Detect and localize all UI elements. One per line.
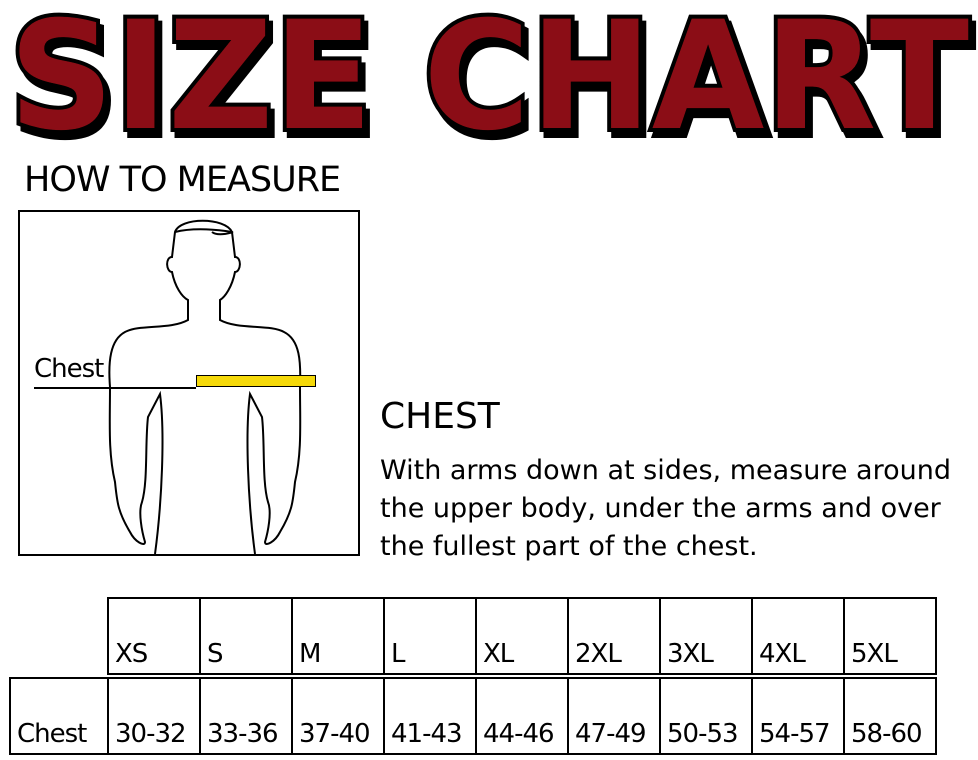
chest-value: 33-36 [199,677,293,755]
size-5xl: 5XL [843,597,937,675]
chest-value: 44-46 [475,677,569,755]
chest-label: Chest [34,354,104,384]
chest-value: 50-53 [659,677,753,755]
chest-value: 41-43 [383,677,477,755]
chest-value: 47-49 [567,677,661,755]
row-label: Chest [9,677,109,755]
measure-figure: Chest [18,210,360,556]
chest-pointer-line [34,387,196,389]
size-xl: XL [475,597,569,675]
size-chart-title: SIZE CHART [5,0,973,150]
measuring-tape [196,375,316,387]
chest-value: 30-32 [107,677,201,755]
size-s: S [199,597,293,675]
size-m: M [291,597,385,675]
chest-value: 54-57 [751,677,845,755]
chest-row: Chest 30-32 33-36 37-40 41-43 44-46 47-4… [9,677,937,755]
size-header-row: XS S M L XL 2XL 3XL 4XL 5XL [107,597,937,675]
size-4xl: 4XL [751,597,845,675]
how-to-measure-heading: HOW TO MEASURE [24,160,341,200]
chest-value: 37-40 [291,677,385,755]
chest-value: 58-60 [843,677,937,755]
title-text: SIZE CHART [9,0,969,150]
body-outline-icon [108,219,302,555]
size-3xl: 3XL [659,597,753,675]
chest-instructions: With arms down at sides, measure around … [380,455,951,562]
size-2xl: 2XL [567,597,661,675]
size-xs: XS [107,597,201,675]
size-l: L [383,597,477,675]
chest-heading: CHEST [380,396,500,437]
